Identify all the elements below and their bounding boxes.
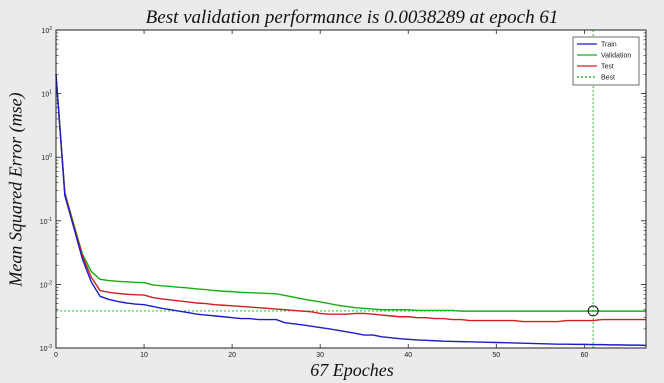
legend-label-test: Test [601,64,614,71]
x-tick-label: 20 [228,352,236,359]
legend-label-best: Best [601,75,615,82]
legend-label-train: Train [601,42,617,49]
y-tick-label: 100 [41,153,52,162]
x-tick-label: 40 [404,352,412,359]
y-tick-label: 101 [41,90,52,99]
best-point-marker [587,305,599,317]
x-tick-label: 50 [492,352,500,359]
series-line-train [55,74,647,347]
series-line-validation [55,74,646,312]
x-tick-label: 0 [54,352,58,359]
x-tick-label: 10 [140,352,148,359]
x-axis-label: 67 Epoches [310,360,394,380]
x-tick-label: 60 [580,352,588,359]
plot-background [56,30,646,348]
y-tick-label: 10-1 [40,217,52,226]
legend-label-validation: Validation [601,53,631,60]
y-tick-label: 102 [41,26,52,35]
legend: Train Validation Test Best [572,36,640,86]
y-tick-label: 10-3 [40,344,52,353]
y-tick-label: 10-2 [40,280,52,289]
axes-box [55,29,647,349]
chart-title: Best validation performance is 0.0038289… [145,7,559,28]
legend-box [572,36,640,86]
x-tick-label: 30 [316,352,324,359]
series-line-test [55,74,646,323]
